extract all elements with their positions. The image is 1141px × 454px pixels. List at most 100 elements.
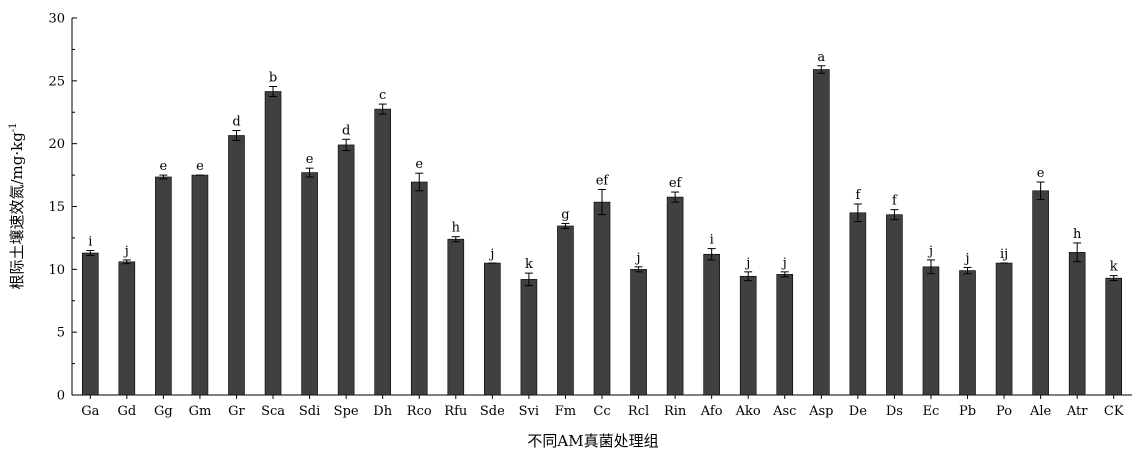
bar-Spe (337, 144, 355, 396)
error-bar-Sdi (305, 167, 314, 178)
y-tick-label: 25 (48, 74, 65, 89)
x-tick-label-Asp: Asp (808, 404, 833, 419)
bar-Rin (666, 196, 684, 396)
x-tick-label-Gd: Gd (117, 404, 136, 419)
bar-Rco (410, 181, 428, 396)
bar-CK (1105, 277, 1123, 396)
y-tick-label: 15 (48, 200, 65, 215)
y-axis-title-main: 根际土壤速效氮/mg·kg (8, 132, 26, 290)
error-bar-Rfu (451, 236, 460, 243)
x-tick-label-Spe: Spe (334, 404, 359, 419)
x-tick-label-Po: Po (996, 404, 1012, 419)
bar-Rfu (447, 238, 465, 396)
significance-label-Rcl: j (635, 251, 641, 266)
error-bar-Gg (159, 174, 168, 180)
error-bar-De (853, 203, 862, 223)
significance-label-Ec: j (927, 244, 933, 259)
significance-label-Pb: j (964, 251, 970, 266)
x-axis-ticks: Ga Gd Gg Gm Gr Sca Sdi Spe Dh Rco Rfu Sde Svi Fm Cc Rcl… (81, 395, 1124, 419)
error-bar-Asp (817, 65, 826, 74)
significance-label-Asp: a (817, 50, 825, 65)
significance-label-Dh: c (379, 88, 386, 103)
bar-Po (995, 262, 1013, 396)
significance-label-Sdi: e (306, 152, 314, 167)
y-tick-label: 0 (57, 389, 65, 404)
bar-Asc (776, 274, 794, 396)
error-bar-Fm (561, 222, 570, 229)
bar-De (849, 212, 867, 396)
bar-Ec (922, 266, 940, 396)
error-bar-Ako (744, 271, 753, 282)
bar-Sdi (301, 172, 318, 396)
x-tick-label-Atr: Atr (1066, 404, 1088, 419)
x-tick-label-Rcl: Rcl (628, 404, 649, 419)
error-bar-Ga (86, 249, 95, 257)
x-tick-label-CK: CK (1104, 404, 1124, 419)
x-tick-label-Rfu: Rfu (444, 404, 467, 419)
significance-label-Ds: f (892, 194, 898, 209)
bar-Fm (557, 225, 574, 396)
error-bar-Pb (963, 266, 972, 275)
error-bars (86, 65, 1118, 287)
y-axis-ticks: 0 5 10 15 20 25 30 (48, 12, 77, 404)
x-tick-label-Gg: Gg (154, 404, 173, 419)
error-bar-Asc (780, 271, 789, 278)
error-bar-Rco (415, 172, 424, 192)
significance-label-Afo: i (710, 233, 714, 248)
bar-Ds (886, 214, 903, 396)
error-bar-Afo (707, 248, 716, 261)
bar-Svi (520, 279, 538, 396)
significance-label-CK: k (1110, 260, 1118, 275)
x-tick-label-Gm: Gm (189, 404, 212, 419)
y-tick-label: 5 (57, 326, 65, 341)
error-bar-Rin (671, 191, 680, 203)
y-tick-label: 10 (48, 263, 65, 278)
significance-label-Gr: d (232, 114, 240, 129)
x-tick-label-Ga: Ga (81, 404, 99, 419)
significance-label-Ako: j (744, 256, 750, 271)
error-bar-Gd (122, 259, 131, 265)
x-tick-label-Afo: Afo (700, 404, 723, 419)
x-tick-label-Rin: Rin (664, 404, 687, 419)
x-tick-label-Ds: Ds (886, 404, 903, 419)
error-bar-Ds (890, 209, 899, 221)
error-bar-Atr (1073, 242, 1082, 263)
bar-Ga (81, 252, 99, 396)
bar-Sca (264, 91, 282, 396)
bar-Gd (118, 261, 136, 396)
x-tick-label-Dh: Dh (373, 404, 392, 419)
x-tick-label-Rco: Rco (407, 404, 432, 419)
y-axis-title-superscript: -1 (8, 122, 19, 132)
bar-Asp (813, 69, 830, 396)
x-tick-label-Sca: Sca (261, 404, 285, 419)
bar-Atr (1068, 252, 1086, 396)
bar-Sde (484, 262, 501, 396)
x-tick-label-Gr: Gr (228, 404, 245, 419)
significance-label-Sde: j (488, 247, 494, 262)
error-bar-Sca (269, 85, 278, 98)
bar-Ale (1032, 190, 1049, 396)
y-tick-label: 30 (48, 12, 65, 27)
error-bar-Rcl (634, 266, 643, 273)
y-tick-label: 20 (48, 137, 65, 152)
bar-Cc (593, 201, 611, 396)
significance-label-Cc: ef (596, 174, 610, 189)
x-tick-label-Sdi: Sdi (299, 404, 320, 419)
bar-Ako (739, 275, 757, 396)
error-bar-CK (1109, 275, 1118, 282)
x-tick-label-Ec: Ec (923, 404, 940, 419)
x-tick-label-Asc: Asc (772, 404, 796, 419)
y-axis-title: 根际土壤速效氮/mg·kg-1 (8, 122, 26, 289)
x-axis-title: 不同AM真菌处理组 (527, 432, 658, 450)
error-bar-Svi (524, 272, 533, 287)
significance-label-Rco: e (415, 157, 423, 172)
significance-label-Rin: ef (669, 176, 683, 191)
significance-label-Po: ij (1000, 247, 1008, 262)
x-tick-label-Ale: Ale (1029, 404, 1052, 419)
significance-label-Gd: j (123, 244, 129, 259)
significance-label-Gm: e (196, 159, 204, 174)
significance-label-Rfu: h (452, 221, 461, 236)
x-tick-label-Fm: Fm (555, 404, 576, 419)
